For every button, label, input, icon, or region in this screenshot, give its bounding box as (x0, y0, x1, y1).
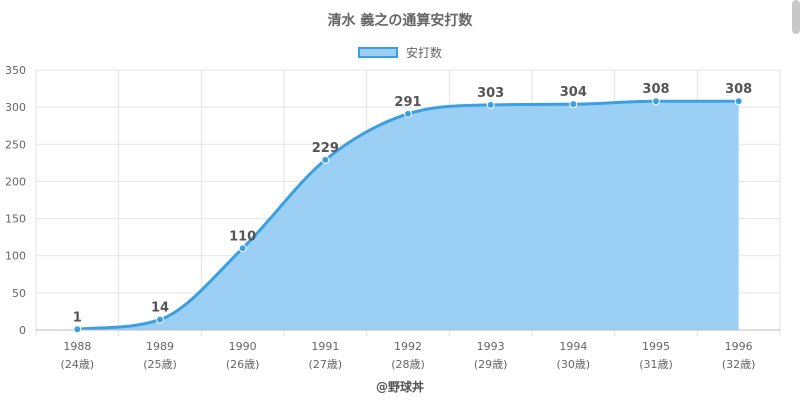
y-tick-label: 50 (12, 287, 26, 300)
data-point[interactable] (569, 100, 578, 109)
data-point[interactable] (321, 155, 330, 164)
data-label: 308 (725, 82, 752, 97)
y-tick-label: 350 (5, 64, 26, 77)
y-tick-label: 300 (5, 101, 26, 114)
x-tick-label: 1995 (642, 340, 670, 353)
chart-title: 清水 義之の通算安打数 (327, 13, 473, 29)
y-tick-label: 200 (5, 175, 26, 188)
data-label: 303 (477, 86, 504, 101)
x-tick-label: 1991 (311, 340, 339, 353)
legend-label: 安打数 (405, 46, 442, 60)
data-point[interactable] (73, 325, 82, 334)
data-point[interactable] (156, 315, 164, 324)
legend-swatch (357, 47, 398, 58)
y-tick-label: 100 (5, 250, 26, 263)
data-label: 1 (73, 310, 82, 325)
x-tick-label: 1989 (146, 340, 174, 353)
x-tick-age-label: (31歳) (639, 358, 673, 371)
x-tick-label: 1988 (63, 340, 91, 353)
x-tick-age-label: (24歳) (61, 358, 95, 371)
x-tick-label: 1993 (477, 340, 505, 353)
data-label: 308 (642, 82, 669, 97)
x-tick-age-label: (29歳) (474, 358, 508, 371)
x-tick-label: 1996 (725, 340, 753, 353)
area-fill (77, 101, 739, 330)
y-tick-label: 250 (5, 138, 26, 151)
y-tick-label: 150 (5, 213, 26, 226)
data-point[interactable] (238, 244, 247, 253)
scrollbar-thumb[interactable] (792, 0, 800, 34)
data-point[interactable] (652, 97, 660, 106)
legend[interactable]: 安打数 (0, 44, 800, 61)
series-line (77, 99, 739, 331)
data-label: 291 (394, 95, 421, 110)
data-point[interactable] (404, 109, 412, 118)
x-tick-label: 1994 (559, 340, 587, 353)
data-label: 14 (151, 301, 169, 316)
x-tick-label: 1992 (394, 340, 422, 353)
x-tick-label: 1990 (229, 340, 257, 353)
y-tick-label: 0 (19, 324, 26, 337)
x-tick-age-label: (27歳) (309, 358, 343, 371)
data-point[interactable] (734, 97, 743, 106)
x-tick-age-label: (26歳) (226, 358, 260, 371)
x-tick-age-label: (28歳) (391, 358, 425, 371)
data-point[interactable] (486, 100, 495, 109)
data-label: 304 (560, 85, 587, 100)
data-label: 229 (312, 141, 339, 156)
x-tick-age-label: (32歳) (722, 358, 756, 371)
x-tick-age-label: (25歳) (143, 358, 177, 371)
data-label: 110 (229, 229, 256, 244)
x-tick-age-label: (30歳) (557, 358, 591, 371)
credit-label: @野球丼 (375, 380, 424, 394)
